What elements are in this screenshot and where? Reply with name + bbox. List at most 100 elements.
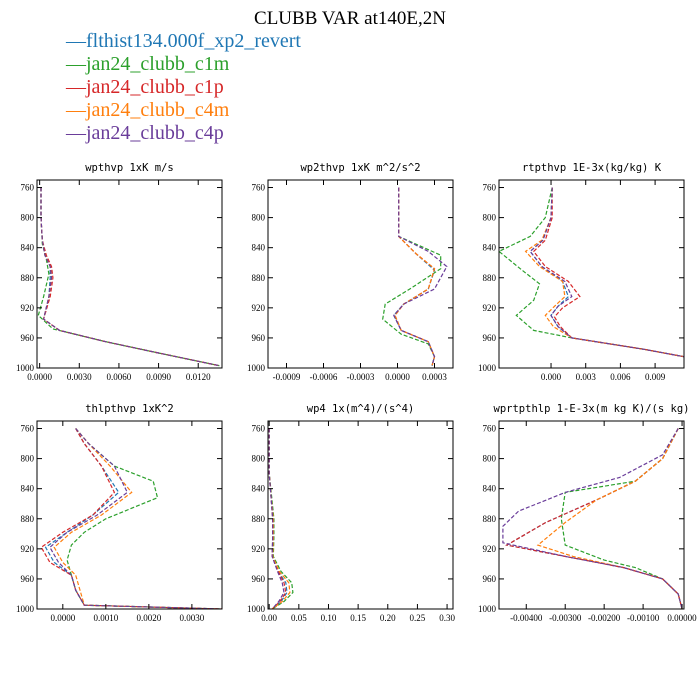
chart-panel: thlpthvp 1xK^2 760 800 840 880 920 960 1000 0.00… (16, 403, 223, 623)
y-tick-label: 1000 (247, 363, 266, 373)
legend-entry: —flthist134.000f_xp2_revert (66, 30, 301, 53)
series-line (53, 428, 222, 609)
chart-title: wpthvp 1xK m/s (85, 162, 174, 174)
x-tick-label: 0.25 (410, 613, 426, 623)
chart-panel: wp4 1x(m^4)/(s^4)76080084088092096010000… (247, 403, 455, 623)
x-tick-label: -0.00100 (627, 613, 660, 623)
x-tick-label: 0.00000 (667, 613, 697, 623)
y-tick-label: 920 (21, 303, 35, 313)
y-tick-label: 960 (252, 574, 266, 584)
x-tick-label: 0.0010 (93, 613, 118, 623)
y-tick-label: 880 (21, 514, 35, 524)
chart-panel: wprtpthlp 1-E-3x(m kg K)/(s kg) 760 800 840… (478, 403, 697, 623)
plot-frame (498, 420, 685, 610)
series-line (502, 428, 683, 609)
x-tick-label: 0.0003 (422, 372, 447, 382)
x-tick-label: 0.20 (380, 613, 396, 623)
x-tick-label: 0.0120 (186, 372, 211, 382)
y-tick-label: 840 (252, 243, 266, 253)
x-tick-label: 0.0020 (136, 613, 161, 623)
chart-panel: wp2thvp 1xK m^2/s^2 760 800 840 880 920 960 100… (247, 162, 454, 382)
y-tick-label: 1000 (478, 363, 497, 373)
legend-label: jan24_clubb_c4m (86, 99, 230, 121)
x-tick-label: 0.0090 (146, 372, 171, 382)
x-tick-label: -0.00200 (588, 613, 621, 623)
chart-title: wp4 1x(m^4)/(s^4) (307, 403, 414, 415)
plot-frame (498, 179, 685, 369)
chart-title: wp2thvp 1xK m^2/s^2 (300, 162, 420, 174)
series-line (40, 187, 220, 367)
y-tick-label: 880 (252, 273, 266, 283)
y-tick-label: 760 (252, 424, 266, 434)
y-tick-label: 840 (21, 243, 35, 253)
y-tick-label: 800 (483, 213, 497, 223)
legend-label: jan24_clubb_c1p (86, 76, 224, 98)
y-tick-label: 920 (252, 303, 266, 313)
legend-label: jan24_clubb_c4p (86, 122, 224, 144)
chart-title: thlpthvp 1xK^2 (85, 403, 174, 415)
series-line (40, 187, 220, 367)
x-tick-label: 0.05 (291, 613, 307, 623)
x-tick-label: 0.003 (576, 372, 597, 382)
y-tick-label: 840 (483, 484, 497, 494)
series-line (40, 428, 222, 609)
x-tick-label: 0.000 (541, 372, 562, 382)
x-tick-label: -0.0006 (310, 372, 338, 382)
y-tick-label: 760 (483, 424, 497, 434)
y-tick-label: 920 (252, 544, 266, 554)
x-tick-label: -0.0003 (347, 372, 375, 382)
y-tick-label: 920 (483, 544, 497, 554)
x-tick-label: 0.0000 (27, 372, 52, 382)
y-tick-label: 840 (21, 484, 35, 494)
legend: —flthist134.000f_xp2_revert —jan24_clubb… (66, 30, 301, 145)
series-line (536, 428, 683, 609)
x-tick-label: 0.0000 (50, 613, 75, 623)
series-line (532, 187, 684, 358)
chart-panel: rtpthvp 1E-3x(kg/kg) K 760 800 840 880 920 960… (478, 162, 685, 382)
x-tick-label: 0.10 (321, 613, 337, 623)
plot-frame (267, 420, 454, 610)
series-line (499, 187, 684, 358)
y-tick-label: 880 (21, 273, 35, 283)
series-line (49, 428, 222, 609)
x-tick-label: -0.0009 (273, 372, 301, 382)
series-line (393, 187, 448, 366)
y-tick-label: 960 (21, 333, 35, 343)
plot-frame (36, 420, 223, 610)
y-tick-label: 760 (21, 424, 35, 434)
x-tick-label: 0.30 (439, 613, 455, 623)
x-tick-label: -0.00400 (510, 613, 543, 623)
x-tick-label: 0.009 (645, 372, 666, 382)
x-tick-label: 0.0060 (107, 372, 132, 382)
x-tick-label: 0.0030 (67, 372, 92, 382)
y-tick-label: 880 (483, 273, 497, 283)
legend-label: jan24_clubb_c1m (86, 53, 230, 75)
x-tick-label: 0.15 (350, 613, 366, 623)
y-tick-label: 800 (483, 454, 497, 464)
y-tick-label: 760 (252, 183, 266, 193)
y-tick-label: 800 (252, 454, 266, 464)
x-tick-label: 0.0030 (180, 613, 205, 623)
y-tick-label: 840 (252, 484, 266, 494)
series-line (529, 187, 684, 358)
x-tick-label: 0.006 (610, 372, 631, 382)
legend-entry: —jan24_clubb_c4p (66, 122, 301, 145)
y-tick-label: 920 (21, 544, 35, 554)
y-tick-label: 960 (483, 574, 497, 584)
page-title: CLUBB VAR at140E,2N (254, 8, 446, 29)
legend-entry: —jan24_clubb_c1m (66, 53, 301, 76)
series-line (44, 428, 222, 609)
legend-label: flthist134.000f_xp2_revert (86, 30, 301, 52)
plot-frame (36, 179, 223, 369)
y-tick-label: 800 (21, 213, 35, 223)
y-tick-label: 920 (483, 303, 497, 313)
x-tick-label: -0.00300 (549, 613, 582, 623)
y-tick-label: 760 (21, 183, 35, 193)
y-tick-label: 880 (483, 514, 497, 524)
chart-title: wprtpthlp 1-E-3x(m kg K)/(s kg) (494, 403, 690, 415)
legend-entry: —jan24_clubb_c1p (66, 76, 301, 99)
x-tick-label: 0.0000 (385, 372, 410, 382)
y-tick-label: 960 (21, 574, 35, 584)
series-line (505, 428, 683, 609)
